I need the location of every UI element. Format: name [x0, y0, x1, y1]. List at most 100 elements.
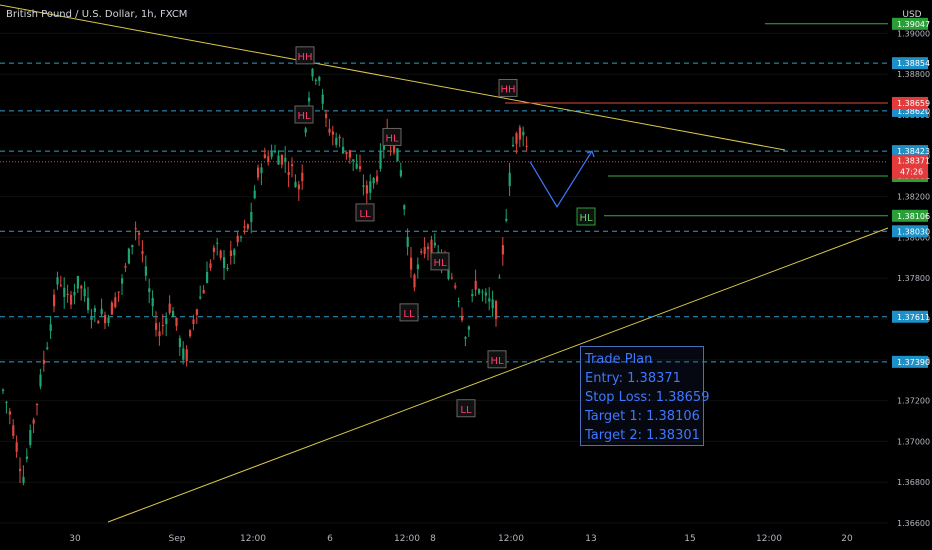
- candle-body: [185, 349, 188, 362]
- candle-body: [36, 404, 39, 406]
- candle-body: [59, 284, 62, 286]
- candle-body: [433, 242, 436, 246]
- candle-body: [134, 228, 137, 230]
- candle-body: [447, 265, 450, 279]
- candle-body: [243, 226, 246, 228]
- candle-body: [73, 292, 76, 296]
- time-tick: 12:00: [240, 534, 266, 544]
- price-tag: [892, 96, 928, 109]
- price-tick: 1.39000: [897, 29, 930, 38]
- structure-label: LL: [359, 209, 371, 220]
- candle-body: [250, 211, 253, 222]
- ascending-trendline: [107, 227, 889, 523]
- candle-body: [325, 113, 328, 118]
- candle-body: [161, 324, 164, 327]
- candle-body: [148, 288, 151, 293]
- candle-body: [267, 156, 270, 162]
- candle-body: [97, 321, 100, 324]
- candle-body: [352, 159, 355, 162]
- candle-body: [291, 164, 294, 167]
- candle-body: [46, 347, 49, 350]
- candle-body: [505, 218, 508, 221]
- structure-label-box: [294, 105, 314, 124]
- candle-body: [413, 274, 416, 288]
- trendlines: [0, 4, 889, 523]
- candle-body: [379, 150, 382, 169]
- candle-body: [498, 277, 501, 279]
- candle-body: [8, 411, 11, 415]
- candle-body: [168, 303, 171, 313]
- structure-label-box: [487, 350, 507, 369]
- candle-body: [277, 155, 280, 165]
- price-tag-label: 1.39047: [897, 20, 930, 29]
- candle-body: [396, 148, 399, 162]
- candle-body: [70, 294, 73, 305]
- structure-label: LL: [403, 309, 415, 320]
- candle-body: [427, 246, 430, 250]
- structure-label-box: [399, 303, 419, 322]
- candle-body: [342, 146, 345, 154]
- candle-body: [450, 277, 453, 279]
- candle-body: [518, 127, 521, 140]
- structure-label: HL: [433, 258, 447, 269]
- time-tick: 12:00: [756, 534, 782, 544]
- candle-body: [280, 155, 283, 165]
- price-tag: [892, 17, 928, 30]
- candle-body: [229, 250, 232, 257]
- candle-body: [141, 251, 144, 255]
- candle-body: [257, 167, 260, 178]
- candle-body: [420, 251, 423, 253]
- candle-body: [66, 293, 69, 296]
- candle-body: [107, 317, 110, 323]
- candle-body: [253, 190, 256, 199]
- price-tag: [892, 310, 928, 323]
- candle-body: [301, 172, 304, 182]
- candle-body: [328, 128, 331, 133]
- candle-body: [114, 297, 117, 308]
- time-tick: Sep: [169, 534, 186, 544]
- time-tick: 15: [684, 534, 695, 544]
- candle-body: [189, 330, 192, 337]
- trade-plan-box: Trade Plan Entry: 1.38371 Stop Loss: 1.3…: [580, 346, 709, 446]
- candle-body: [233, 249, 236, 256]
- price-tick: 1.36600: [897, 519, 930, 528]
- price-tag: [892, 355, 928, 368]
- time-tick: 12:00: [394, 534, 420, 544]
- candle-body: [362, 185, 365, 187]
- candle-body: [25, 456, 28, 459]
- chart-title: British Pound / U.S. Dollar, 1h, FXCM: [6, 9, 188, 20]
- structure-label: HL: [297, 111, 311, 122]
- candle-body: [246, 224, 249, 229]
- price-tick: 1.38800: [897, 70, 930, 79]
- candle-body: [410, 257, 413, 270]
- candle-body: [522, 131, 525, 136]
- candle-body: [223, 257, 226, 269]
- price-tag-label: 1.38423: [897, 147, 930, 156]
- candle-body: [508, 172, 511, 187]
- candle-body: [304, 128, 307, 133]
- candle-body: [158, 331, 161, 337]
- candle-body: [175, 317, 178, 327]
- time-tick: 30: [69, 534, 81, 544]
- candle-body: [525, 145, 528, 147]
- price-tag-label: 1.37611: [897, 313, 930, 322]
- candle-body: [49, 324, 52, 331]
- candle-body: [240, 236, 243, 238]
- structure-label: HL: [385, 133, 399, 144]
- candle-body: [19, 468, 22, 472]
- candle-body: [287, 171, 290, 175]
- structure-label-box: [498, 78, 518, 97]
- candle-body: [345, 152, 348, 155]
- candle-body: [42, 360, 45, 364]
- price-tag-label: 1.38106: [897, 212, 930, 221]
- candle-body: [430, 239, 433, 258]
- time-tick: 13: [585, 534, 596, 544]
- candle-body: [464, 337, 467, 339]
- candlesticks: [2, 67, 528, 486]
- price-tag: [892, 209, 928, 222]
- price-tick: 1.37200: [897, 397, 930, 406]
- current-price-tag: [892, 154, 928, 179]
- candle-body: [318, 76, 321, 81]
- candle-body: [151, 298, 154, 307]
